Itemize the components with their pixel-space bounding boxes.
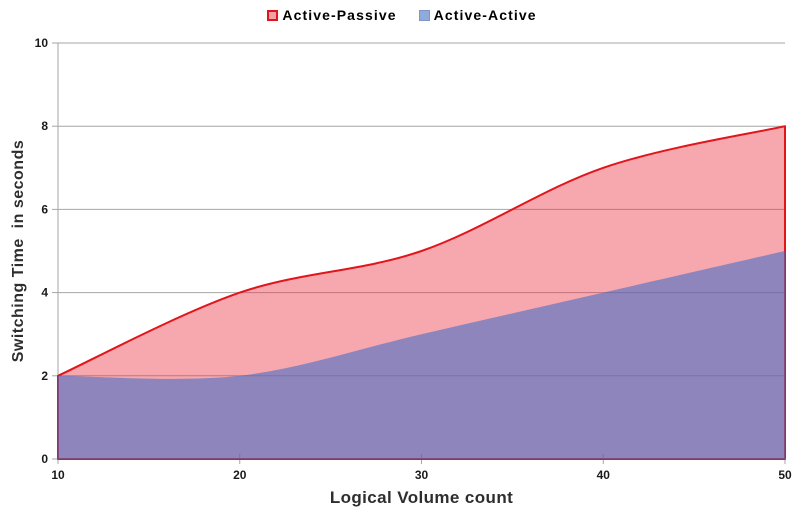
legend-swatch-icon	[418, 9, 430, 21]
legend-label: Active-Active	[433, 7, 537, 23]
y-tick-label: 10	[35, 36, 49, 50]
x-tick-label: 40	[597, 468, 611, 482]
y-tick-label: 2	[41, 369, 48, 383]
x-tick-label: 10	[51, 468, 65, 482]
x-tick-label: 20	[233, 468, 247, 482]
x-tick-label: 30	[415, 468, 429, 482]
y-axis-title: Switching Time in seconds	[10, 139, 27, 363]
y-tick-label: 0	[41, 452, 48, 466]
y-tick-label: 4	[41, 286, 48, 300]
area-active-active	[58, 251, 785, 459]
y-tick-label: 8	[41, 119, 48, 133]
x-tick-label: 50	[778, 468, 792, 482]
legend-label: Active-Passive	[282, 7, 397, 23]
legend-item-active-active: Active-Active	[418, 7, 537, 23]
legend-swatch-icon	[267, 9, 279, 21]
y-tick-label: 6	[41, 202, 48, 216]
legend-item-active-passive: Active-Passive	[267, 7, 396, 23]
x-axis-title: Logical Volume count	[329, 488, 514, 507]
chart-legend: Active-Passive Active-Active	[2, 7, 800, 23]
